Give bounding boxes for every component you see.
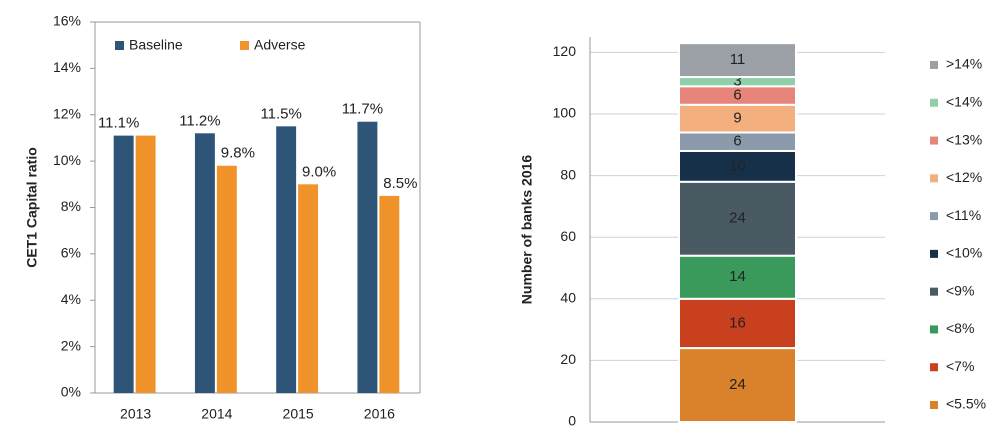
y-axis-label: CET1 Capital ratio bbox=[24, 147, 40, 268]
legend-swatch bbox=[930, 174, 938, 183]
legend-swatch bbox=[930, 249, 938, 258]
bar bbox=[357, 121, 378, 394]
bar-segment bbox=[678, 149, 797, 183]
legend-swatch bbox=[930, 325, 938, 334]
legend-label: <11% bbox=[946, 207, 981, 223]
legend-swatch bbox=[930, 401, 938, 409]
legend-swatch bbox=[115, 41, 124, 50]
y-tick-label: 20 bbox=[560, 351, 576, 367]
legend-swatch bbox=[930, 212, 938, 221]
bar bbox=[113, 135, 134, 393]
legend-label: <8% bbox=[946, 320, 974, 336]
bar-segment bbox=[678, 347, 797, 423]
y-tick-label: 0 bbox=[568, 413, 576, 429]
data-label: 11.2% bbox=[179, 112, 220, 129]
y-tick-label: 2% bbox=[61, 337, 81, 353]
legend-label: <5.5% bbox=[946, 396, 986, 412]
y-tick-label: 0% bbox=[61, 384, 81, 400]
data-label: 6 bbox=[733, 133, 741, 150]
data-label: 11.5% bbox=[260, 105, 301, 122]
bar bbox=[194, 133, 215, 394]
legend-label: <9% bbox=[946, 282, 974, 298]
bar bbox=[276, 126, 297, 393]
legend-label: Adverse bbox=[254, 37, 306, 53]
data-label: 11.7% bbox=[342, 101, 383, 118]
y-tick-label: 4% bbox=[61, 291, 81, 307]
x-tick-label: 2013 bbox=[120, 406, 151, 422]
data-label: 6 bbox=[733, 86, 741, 103]
legend-swatch bbox=[930, 363, 938, 372]
bar-segment bbox=[678, 42, 797, 79]
data-label: 8.5% bbox=[383, 175, 417, 192]
data-label: 24 bbox=[729, 376, 746, 393]
legend-label: >14% bbox=[946, 56, 982, 72]
legend-swatch bbox=[930, 61, 938, 69]
data-label: 14 bbox=[729, 268, 746, 285]
legend-label: <13% bbox=[946, 131, 982, 147]
data-label: 3 bbox=[733, 73, 741, 90]
y-tick-label: 100 bbox=[553, 105, 577, 121]
y-tick-label: 6% bbox=[61, 245, 81, 261]
bar bbox=[379, 195, 400, 393]
y-tick-label: 40 bbox=[560, 290, 576, 306]
data-label: 9.0% bbox=[302, 163, 336, 180]
legend-label: <10% bbox=[946, 245, 982, 261]
bar bbox=[135, 135, 156, 393]
data-label: 11 bbox=[730, 51, 746, 68]
bar-segment bbox=[678, 254, 797, 300]
legend-label: <7% bbox=[946, 358, 974, 374]
y-tick-label: 120 bbox=[553, 43, 577, 59]
y-axis-label: Number of banks 2016 bbox=[519, 155, 535, 305]
legend-swatch bbox=[930, 136, 938, 145]
data-label: 9 bbox=[733, 110, 741, 127]
y-tick-label: 8% bbox=[61, 198, 81, 214]
legend-swatch bbox=[930, 287, 938, 296]
legend-label: <14% bbox=[946, 93, 982, 109]
x-tick-label: 2016 bbox=[364, 406, 395, 422]
legend-label: Baseline bbox=[129, 37, 183, 53]
data-label: 10 bbox=[729, 157, 746, 174]
bar bbox=[216, 165, 237, 393]
y-tick-label: 10% bbox=[53, 152, 81, 168]
y-tick-label: 16% bbox=[53, 13, 81, 29]
y-tick-label: 12% bbox=[53, 105, 81, 121]
data-label: 16 bbox=[729, 314, 746, 331]
data-label: 24 bbox=[729, 210, 746, 227]
legend-swatch bbox=[930, 98, 938, 107]
y-tick-label: 14% bbox=[53, 59, 81, 75]
legend-label: <12% bbox=[946, 169, 982, 185]
x-tick-label: 2014 bbox=[201, 406, 232, 422]
data-label: 9.8% bbox=[221, 145, 255, 162]
data-label: 11.1% bbox=[98, 115, 139, 132]
legend-swatch bbox=[240, 41, 249, 50]
bar bbox=[298, 184, 319, 393]
x-tick-label: 2015 bbox=[283, 406, 314, 422]
y-tick-label: 80 bbox=[560, 166, 576, 182]
y-tick-label: 60 bbox=[560, 228, 576, 244]
